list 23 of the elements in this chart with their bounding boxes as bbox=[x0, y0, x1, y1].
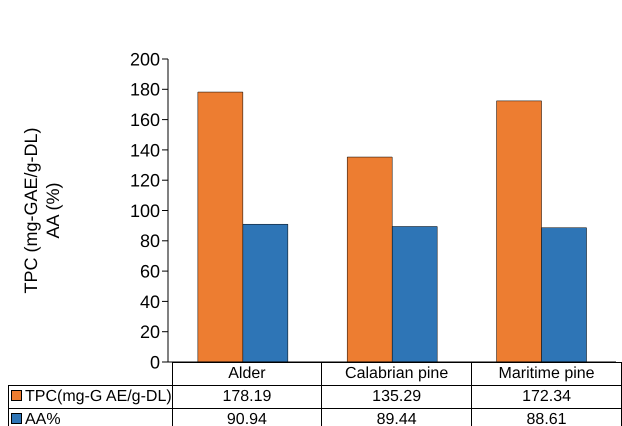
data-label: 172.34 bbox=[472, 386, 622, 408]
legend-label: AA% bbox=[8, 408, 172, 426]
data-label: 90.94 bbox=[172, 408, 322, 426]
y-tick-label: 40 bbox=[140, 292, 160, 312]
legend-label: TPC(mg-G AE/g-DL) bbox=[8, 386, 172, 408]
data-label: 89.44 bbox=[322, 408, 472, 426]
data-label: 178.19 bbox=[172, 386, 322, 408]
x-tick-label: Alder bbox=[172, 362, 322, 386]
x-tick-label: Maritime pine bbox=[472, 362, 622, 386]
x-tick-label: Calabrian pine bbox=[322, 362, 472, 386]
y-tick-label: 100 bbox=[130, 200, 160, 221]
y-tick-label: 140 bbox=[130, 140, 160, 160]
y-tick-label: 160 bbox=[130, 110, 160, 130]
y-tick-label: 20 bbox=[140, 322, 160, 342]
data-label: 135.29 bbox=[322, 386, 472, 408]
y-tick-label: 80 bbox=[140, 231, 160, 252]
y-tick-label: 200 bbox=[130, 49, 160, 70]
y-axis-title: TPC (mg-GAE/g-DL) AA (%) bbox=[21, 127, 63, 294]
y-tick-label: 60 bbox=[140, 261, 160, 282]
y-tick-label: 0 bbox=[150, 352, 160, 372]
y-tick-label: 180 bbox=[130, 80, 160, 100]
y-tick-label: 120 bbox=[130, 170, 160, 191]
data-label: 88.61 bbox=[472, 408, 622, 426]
